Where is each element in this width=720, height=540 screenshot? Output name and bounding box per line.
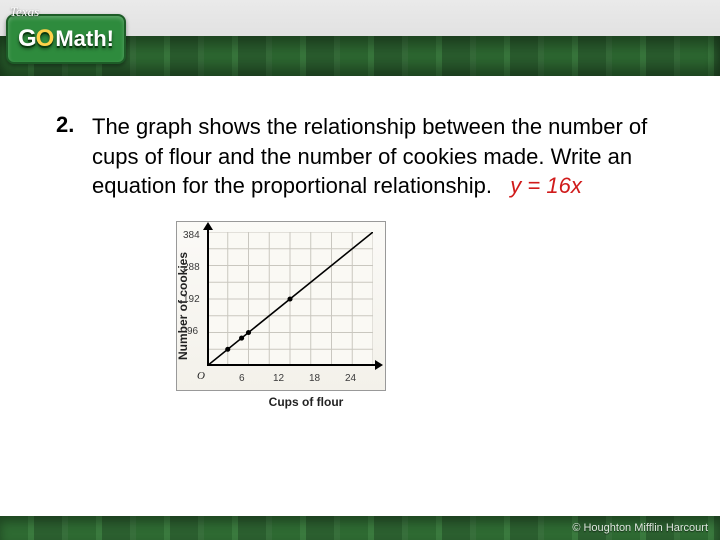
chart-xlabel: Cups of flour [176, 395, 436, 409]
logo-math: Math! [55, 26, 114, 52]
copyright: © Houghton Mifflin Harcourt [572, 522, 708, 534]
x-axis-arrow-icon [375, 360, 383, 370]
xtick-label: 6 [239, 373, 245, 384]
ytick-label: 384 [183, 230, 200, 241]
ytick-label: 192 [183, 294, 200, 305]
origin-label: O [197, 370, 205, 382]
xtick-label: 18 [309, 373, 320, 384]
slide-content: 2. The graph shows the relationship betw… [0, 76, 720, 516]
x-axis [207, 364, 379, 366]
ytick-label: 288 [183, 262, 200, 273]
slide-header: Texas GO Math! [0, 0, 720, 76]
xtick-label: 12 [273, 373, 284, 384]
slide-footer: © Houghton Mifflin Harcourt [0, 516, 720, 540]
xtick-label: 24 [345, 373, 356, 384]
problem-text: The graph shows the relationship between… [92, 112, 652, 201]
chart-frame: Number of cookies 384 288 192 96 6 12 18… [176, 221, 386, 391]
chart-plot [207, 232, 373, 366]
y-axis-arrow-icon [203, 222, 213, 230]
problem-number: 2. [56, 112, 82, 201]
ytick-label: 96 [187, 326, 198, 337]
state-label: Texas [10, 4, 39, 20]
chart-svg [207, 232, 373, 366]
problem: 2. The graph shows the relationship betw… [56, 112, 664, 201]
problem-answer: y = 16x [510, 173, 582, 198]
gomath-logo: GO Math! [6, 14, 126, 64]
chart: Number of cookies 384 288 192 96 6 12 18… [176, 221, 436, 409]
y-axis [207, 226, 209, 366]
logo-go: GO [18, 25, 53, 53]
